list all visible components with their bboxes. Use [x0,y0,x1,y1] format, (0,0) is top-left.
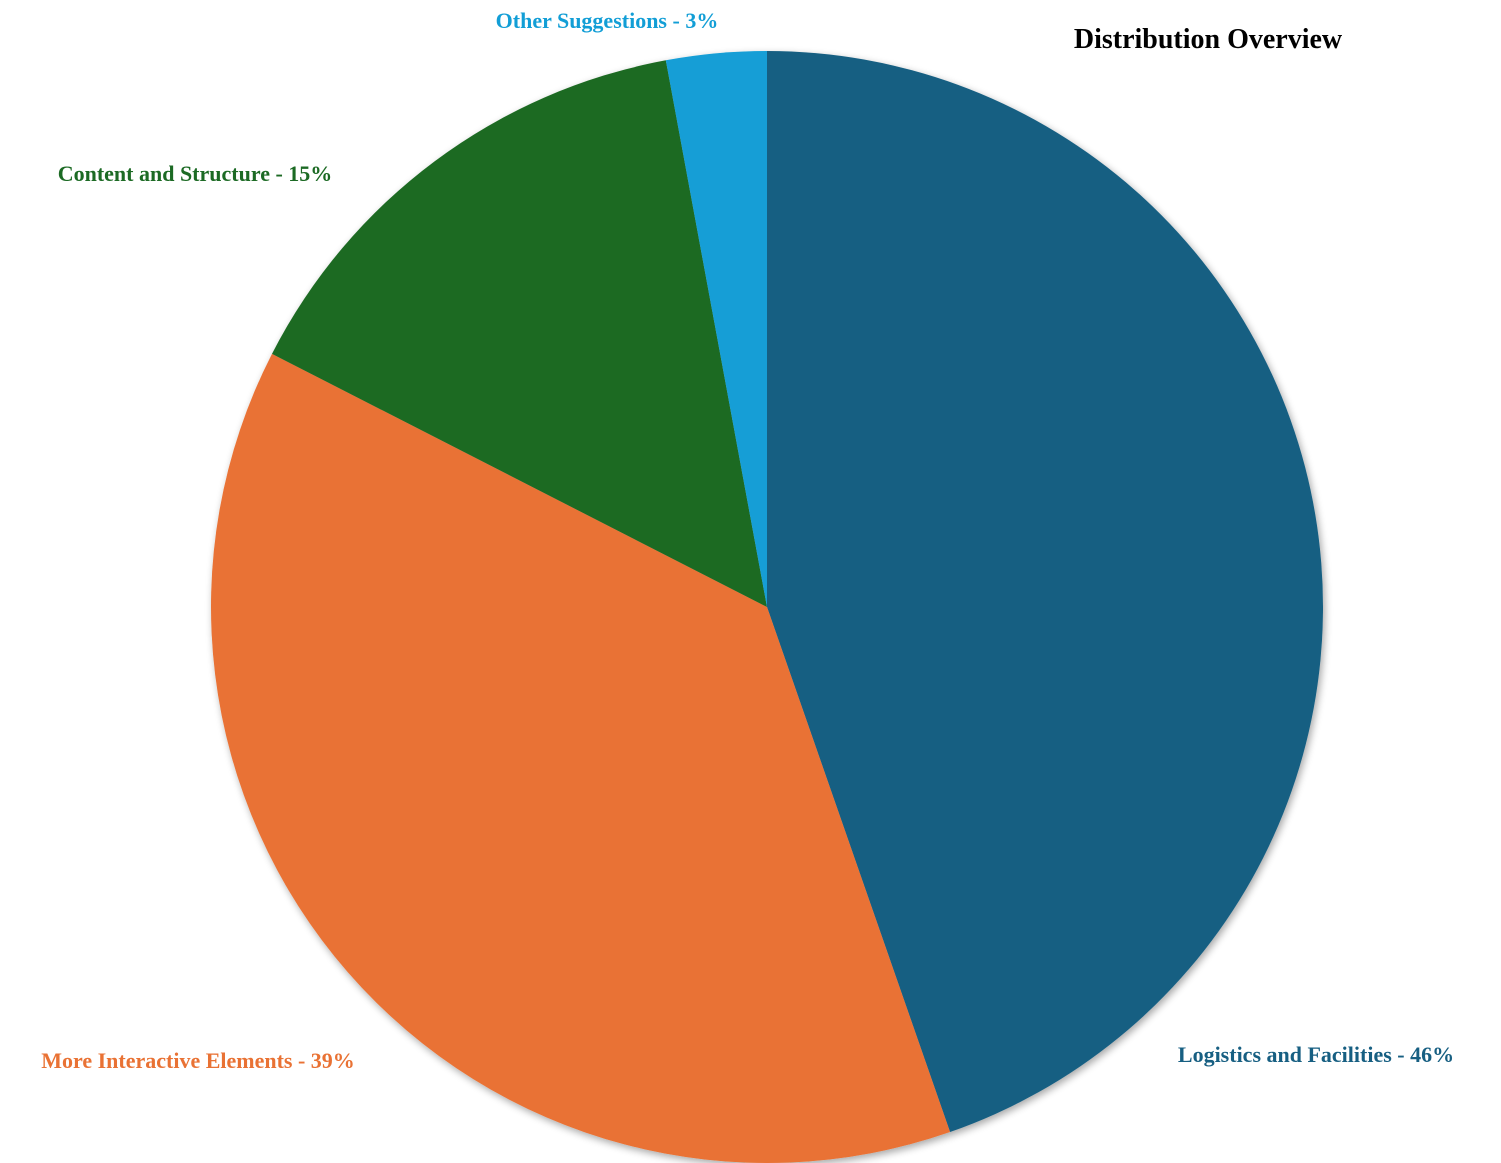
chart-title: Distribution Overview [1074,24,1343,55]
pie-slice-more-interactive-elements [210,353,951,1163]
slice-label-other-suggestions: Other Suggestions - 3% [496,8,719,33]
slice-label-content-and-structure: Content and Structure - 15% [58,161,333,186]
pie-slice-content-and-structure [271,60,767,607]
slice-label-logistics-and-facilities: Logistics and Facilities - 46% [1178,1042,1454,1067]
pie-slice-logistics-and-facilities [767,51,1324,1132]
pie-slice-other-suggestions [665,51,767,607]
slice-label-more-interactive-elements: More Interactive Elements - 39% [41,1048,355,1073]
